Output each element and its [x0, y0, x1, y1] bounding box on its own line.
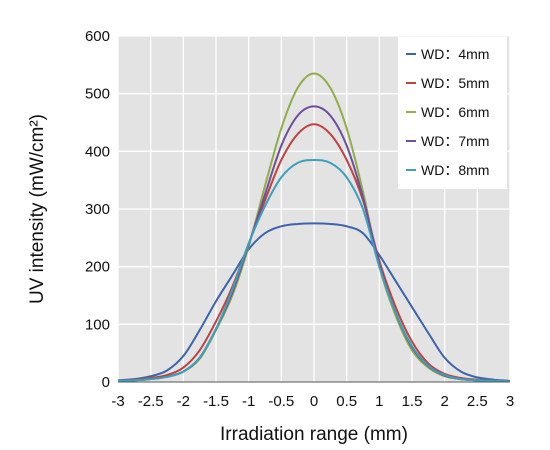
gridlines: [117, 35, 511, 382]
y-tick-label: 300: [85, 201, 110, 218]
x-tick-label: 2.5: [467, 393, 488, 410]
x-tick-label: 1.5: [402, 393, 423, 410]
series-line-2: [117, 123, 511, 383]
x-tick-label: -2: [177, 393, 190, 410]
y-tick-label: 200: [85, 259, 110, 276]
legend-box: [398, 37, 507, 189]
x-tick-label: -3: [111, 393, 124, 410]
y-axis-tick-labels: 0 100 200 300 400 500 600: [85, 28, 110, 391]
x-tick-label: 2: [440, 393, 448, 410]
x-tick-label: -1.5: [203, 393, 229, 410]
x-axis-tick-labels: -3 -2.5 -2 -1.5 -1 -0.5 0 0.5 1 1.5 2 2.5 3: [111, 393, 514, 410]
y-tick-label: 500: [85, 86, 110, 103]
x-tick-label: -2.5: [138, 393, 164, 410]
legend-label: WD：6mm: [421, 104, 489, 120]
legend-label: WD：5mm: [421, 75, 489, 91]
legend: WD：4mm WD：5mm WD：6mm WD：7mm WD：8mm: [398, 37, 507, 189]
y-tick-label: 400: [85, 143, 110, 160]
series-line-1: [117, 222, 511, 382]
x-tick-label: 3: [506, 393, 514, 410]
series-line-5: [117, 158, 511, 383]
x-tick-label: 0.5: [336, 393, 357, 410]
x-tick-label: 1: [375, 393, 383, 410]
y-tick-label: 100: [85, 316, 110, 333]
y-tick-label: 0: [102, 374, 110, 391]
legend-label: WD：8mm: [421, 162, 489, 178]
x-tick-label: -1: [242, 393, 255, 410]
legend-label: WD：7mm: [421, 133, 489, 149]
series-layer: [117, 72, 511, 383]
x-tick-label: 0: [310, 393, 318, 410]
x-tick-label: -0.5: [268, 393, 294, 410]
legend-label: WD：4mm: [421, 46, 489, 62]
y-axis-title: UV intensity (mW/cm²): [27, 114, 48, 304]
x-axis-title: Irradiation range (mm): [220, 424, 408, 445]
y-tick-label: 600: [85, 28, 110, 45]
